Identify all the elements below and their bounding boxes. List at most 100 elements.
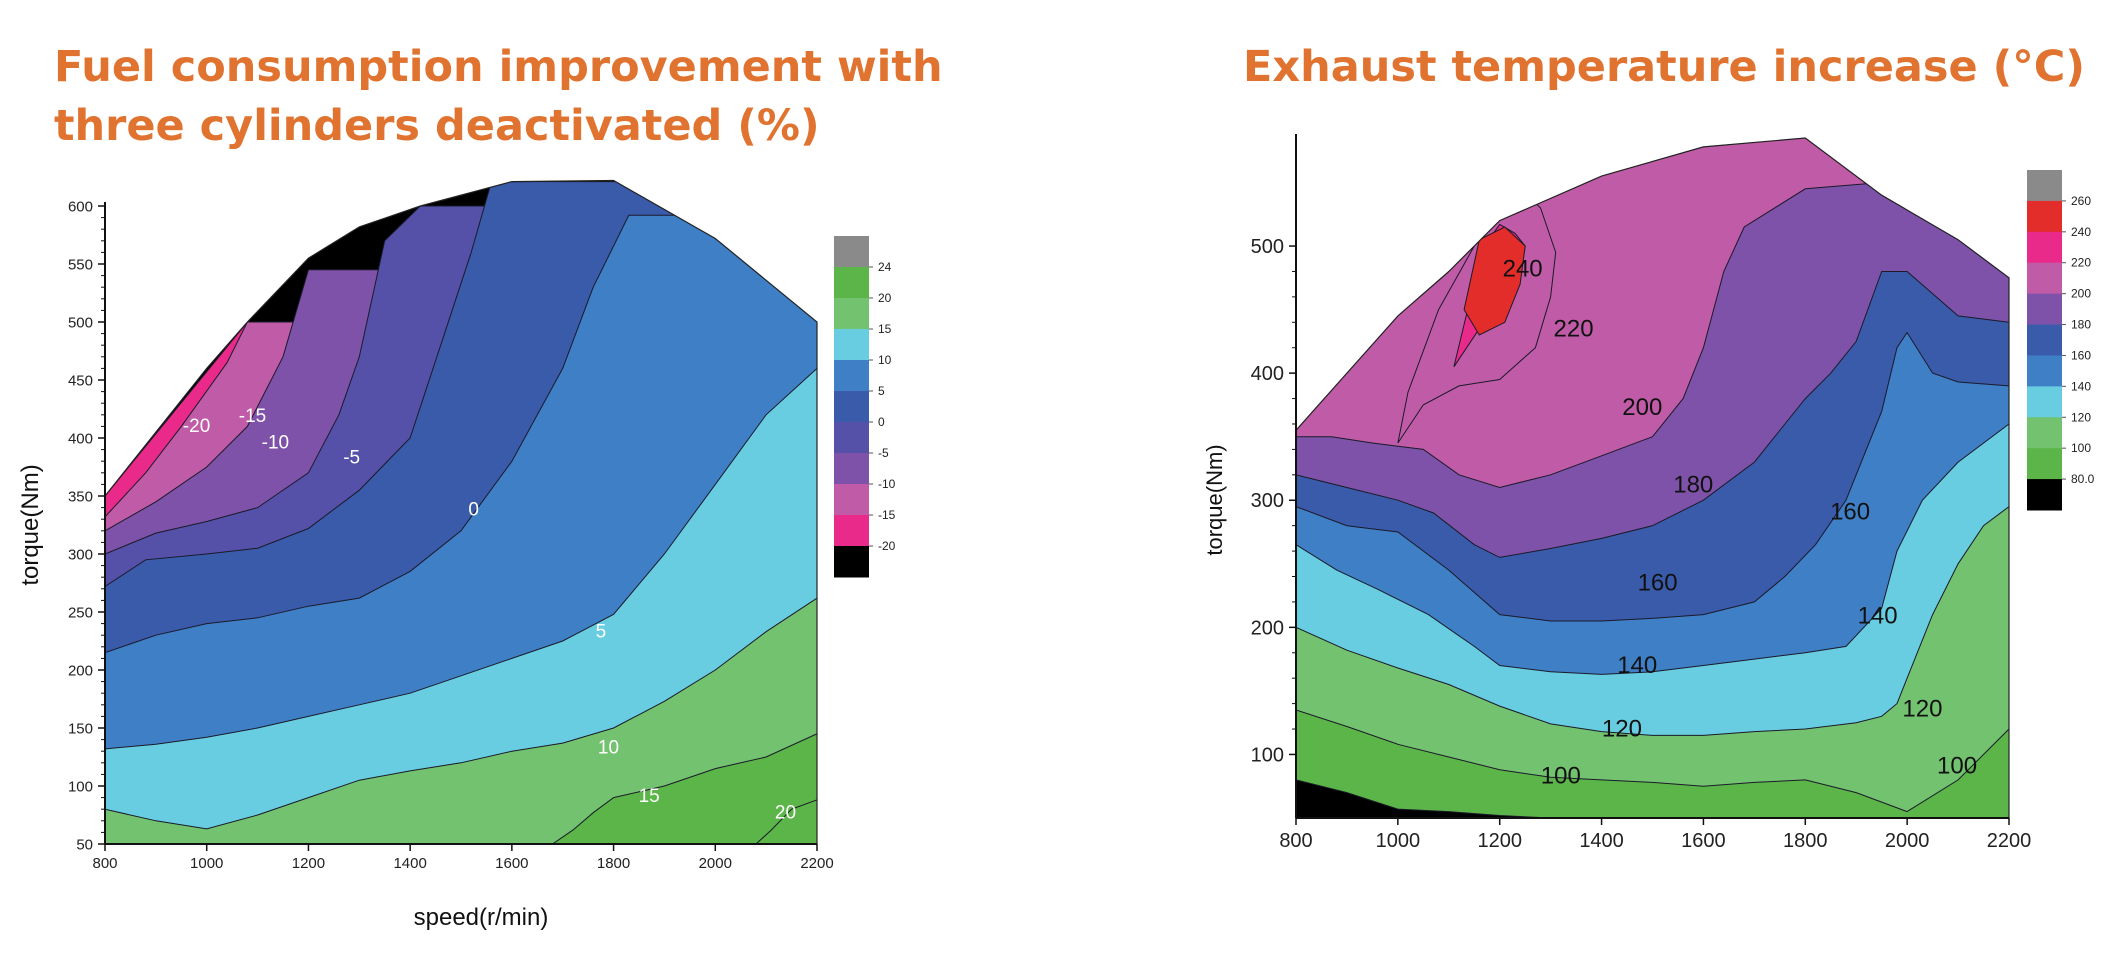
x-tick-label: 1200 [1477, 830, 1522, 852]
y-tick-label: 150 [68, 720, 93, 737]
colorbar-label: 0 [878, 415, 885, 429]
contour-bands [105, 180, 817, 844]
contour-label: 20 [775, 802, 796, 823]
contour-label: -5 [343, 448, 360, 469]
chart-title-left-line-2: three cylinders deactivated (%) [54, 101, 820, 151]
colorbar-swatch [2027, 231, 2062, 264]
y-tick-label: 550 [68, 256, 93, 273]
colorbar-swatch [834, 267, 869, 299]
y-tick-label: 50 [76, 836, 93, 853]
colorbar-swatch [2027, 262, 2062, 295]
colorbar-swatch [834, 236, 869, 268]
chart-title-right-line-1: Exhaust temperature increase (°C) [1243, 42, 2085, 92]
contour-label: 200 [1622, 394, 1662, 421]
x-tick-label: 2000 [699, 855, 732, 872]
colorbar-label: 220 [2071, 256, 2091, 270]
colorbar: 24 20 15 10 5 0 -5 -10 -15 -20 [834, 236, 896, 578]
colorbar-label: 240 [2071, 225, 2091, 239]
contour-label: 180 [1673, 472, 1713, 499]
chart-0-group: 800 1000 1200 1400 1600 1800 2000 2200501001502… [17, 179, 896, 931]
colorbar-label: 180 [2071, 318, 2091, 332]
colorbar-label: 10 [878, 353, 892, 367]
colorbar-swatch [2027, 386, 2062, 418]
colorbar-swatch [2027, 448, 2062, 480]
x-tick-label: 2200 [800, 855, 833, 872]
colorbar-label: -5 [878, 446, 889, 460]
colorbar-swatch [2027, 293, 2062, 326]
contour-label: 220 [1554, 315, 1594, 342]
colorbar-label: 15 [878, 322, 892, 336]
contour-label: 140 [1858, 603, 1898, 630]
x-tick-label: 2000 [1885, 830, 1930, 852]
colorbar-label: 20 [878, 291, 892, 305]
x-tick-label: 1600 [1681, 830, 1726, 852]
chart-1-group: 800 1000 1200 1400 1600 1800 2000 2200 100 200 300… [1202, 134, 2095, 852]
colorbar-label: -15 [878, 508, 896, 522]
contour-label: 100 [1937, 753, 1977, 780]
colorbar-label: 160 [2071, 348, 2091, 362]
y-tick-label: 300 [68, 546, 93, 563]
contour-label: 10 [598, 738, 619, 759]
colorbar-swatch [834, 515, 869, 547]
colorbar-label: 120 [2071, 410, 2091, 424]
colorbar-swatch [834, 329, 869, 361]
contour-label: 140 [1617, 652, 1657, 679]
colorbar-label: 260 [2071, 194, 2091, 208]
x-axis-label: speed(r/min) [414, 904, 549, 931]
x-tick-label: 1800 [597, 855, 630, 872]
contour-band [105, 733, 817, 844]
colorbar-swatch [2027, 355, 2062, 387]
x-tick-label: 1600 [495, 855, 528, 872]
colorbar-label: 140 [2071, 379, 2091, 393]
contour-band [105, 799, 817, 844]
y-axis-label: torque(Nm) [17, 464, 44, 585]
contour-label: -20 [183, 416, 210, 437]
contour-label: 5 [596, 622, 607, 643]
y-axis-label: torque(Nm) [1202, 444, 1227, 555]
x-tick-label: 1400 [393, 855, 426, 872]
chart-title-right: Exhaust temperature increase (°C) [1243, 38, 2103, 97]
x-tick-label: 800 [1279, 830, 1312, 852]
y-tick-label: 400 [1251, 363, 1284, 385]
colorbar-swatch [2027, 170, 2062, 202]
y-tick-label: 250 [68, 604, 93, 621]
y-tick-label: 200 [68, 662, 93, 679]
contour-label: 160 [1638, 569, 1678, 596]
contour-label: 15 [639, 786, 660, 807]
contour-label: -15 [239, 406, 266, 427]
colorbar-swatch [2027, 200, 2062, 233]
colorbar: 260 240 220 200 180 160 140 120 100 80.0 [2027, 170, 2095, 511]
chart-title-left: Fuel consumption improvement with three … [54, 38, 954, 156]
contour-label: 240 [1503, 256, 1543, 283]
colorbar-swatch [2027, 417, 2062, 449]
x-tick-label: 1000 [190, 855, 223, 872]
colorbar-swatch [834, 360, 869, 392]
contour-band [1296, 779, 2009, 818]
contour-label: 100 [1541, 763, 1581, 790]
y-tick-label: 450 [68, 372, 93, 389]
colorbar-swatch [2027, 324, 2062, 356]
contour-label: 160 [1830, 498, 1870, 525]
contour-label: 120 [1602, 716, 1642, 743]
colorbar-swatch [834, 422, 869, 454]
colorbar-swatch [834, 298, 869, 330]
colorbar-swatch [834, 453, 869, 485]
contour-band [1296, 709, 2009, 818]
y-tick-label: 400 [68, 430, 93, 447]
x-tick-label: 800 [92, 855, 117, 872]
x-tick-label: 1000 [1376, 830, 1421, 852]
contour-label: 120 [1902, 695, 1942, 722]
colorbar-label: -20 [878, 539, 896, 553]
y-tick-label: 300 [1251, 490, 1284, 512]
x-tick-label: 2200 [1987, 830, 2032, 852]
y-tick-label: 100 [1251, 744, 1284, 766]
y-tick-label: 500 [1251, 236, 1284, 258]
x-tick-label: 1400 [1579, 830, 1624, 852]
y-tick-label: 500 [68, 314, 93, 331]
colorbar-label: -10 [878, 477, 896, 491]
y-tick-label: 350 [68, 488, 93, 505]
colorbar-swatch [834, 546, 869, 578]
colorbar-swatch [834, 391, 869, 423]
colorbar-label: 100 [2071, 441, 2091, 455]
